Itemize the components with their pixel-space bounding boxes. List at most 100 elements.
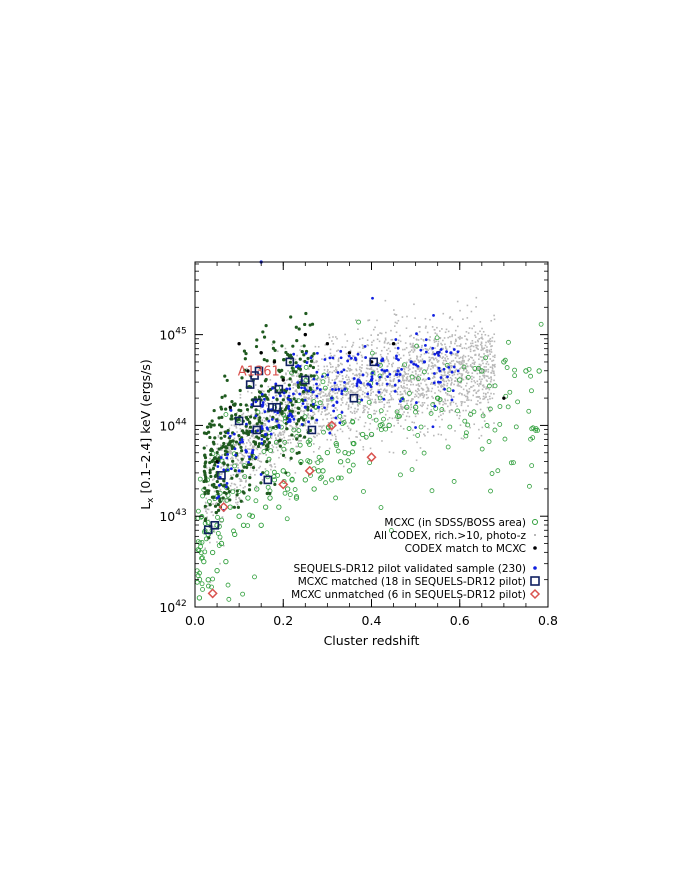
codex-point — [484, 375, 486, 377]
codex-point — [425, 384, 428, 386]
codex-point — [229, 485, 232, 487]
x-tick-label: 0.8 — [538, 613, 558, 628]
sequels-point — [234, 453, 238, 457]
codex-point — [417, 339, 420, 341]
codex-point — [409, 368, 411, 371]
codex-point — [443, 410, 446, 412]
codex-point — [352, 379, 355, 381]
mcxc-point — [501, 359, 507, 365]
codex-point — [345, 352, 348, 355]
codex-point — [278, 432, 281, 435]
mcxc-star-point — [247, 488, 252, 492]
mcxc-point — [536, 368, 542, 374]
codex-point — [461, 363, 464, 365]
codex-point — [476, 383, 479, 385]
codex-point — [401, 408, 404, 411]
mcxc-matched-point — [252, 425, 262, 435]
codex-point — [328, 378, 330, 381]
codex-point — [328, 447, 331, 450]
mcxc-point — [421, 450, 427, 456]
mcxc-star-point — [243, 357, 247, 361]
codex-point — [329, 348, 332, 351]
codex-point — [440, 384, 443, 386]
sequels-point — [366, 392, 370, 396]
codex-point — [214, 502, 217, 505]
mcxc-star-point — [240, 457, 244, 461]
codex-point — [337, 375, 339, 378]
codex-point — [381, 440, 383, 442]
codex-point — [478, 354, 480, 357]
mcxc-point — [317, 476, 323, 481]
codex-point — [392, 451, 395, 454]
mcxc-point — [378, 505, 384, 510]
codex-point — [314, 421, 316, 423]
codex-point — [367, 411, 369, 414]
codex-point — [401, 375, 404, 377]
sequels-point — [229, 409, 233, 412]
codex-point — [406, 375, 409, 378]
codex-point — [346, 401, 348, 404]
codex-point — [327, 381, 330, 384]
codex-point — [274, 421, 277, 423]
codex-point — [347, 354, 349, 357]
codex-point — [480, 342, 483, 345]
codex-point — [388, 371, 390, 374]
codex-point — [416, 441, 418, 444]
codex-point — [303, 396, 305, 398]
codex-point — [329, 362, 331, 364]
codex-point — [211, 511, 213, 513]
codex-point — [257, 455, 260, 457]
codex-point — [410, 381, 413, 383]
codex-point — [275, 437, 277, 439]
codex-point — [470, 399, 473, 402]
mcxc-star-point — [239, 445, 243, 449]
codex-point — [241, 460, 243, 462]
codex-point — [356, 374, 358, 377]
codex-point — [217, 436, 220, 438]
mcxc-star-point — [228, 498, 232, 502]
codex-point — [329, 352, 332, 355]
codex-point — [310, 407, 313, 410]
codex-point — [416, 334, 419, 337]
codex-point — [446, 364, 449, 367]
codex-point — [268, 429, 271, 432]
codex-point — [235, 425, 237, 428]
codex-point — [442, 374, 444, 377]
codex-point — [336, 409, 339, 411]
sequels-point — [409, 360, 413, 364]
codex-point — [426, 427, 429, 430]
sequels-point — [333, 381, 337, 385]
mcxc-point — [287, 492, 293, 497]
codex-point — [454, 430, 456, 432]
codex-point — [306, 404, 308, 406]
codex-point — [369, 422, 372, 425]
codex-point — [366, 375, 368, 378]
codex-point — [240, 452, 242, 454]
codex-point — [348, 422, 351, 424]
sequels-point — [304, 351, 308, 355]
mcxc-star-point — [281, 376, 285, 380]
codex-point — [336, 397, 339, 400]
legend-label: MCXC unmatched (6 in SEQUELS-DR12 pilot) — [291, 589, 526, 601]
codex-point — [429, 339, 431, 342]
codex-point — [322, 405, 324, 408]
codex-point — [471, 339, 474, 342]
codex-point — [433, 376, 436, 379]
codex-point — [326, 406, 329, 409]
codex-point — [349, 428, 352, 431]
codex-point — [487, 341, 490, 343]
codex-point — [389, 376, 391, 379]
codex-point — [315, 378, 318, 381]
sequels-point — [307, 389, 311, 393]
codex-point — [394, 369, 396, 372]
mcxc-point — [350, 449, 355, 455]
mcxc-star-point — [208, 435, 212, 440]
codex-point — [263, 430, 266, 432]
mcxc-point — [504, 365, 510, 370]
mcxc-star-point — [264, 323, 268, 328]
codex-point — [251, 459, 254, 461]
mcxc-matched-point — [234, 416, 244, 426]
codex-point — [471, 342, 474, 345]
codex-point — [399, 334, 401, 337]
codex-point — [277, 443, 280, 446]
